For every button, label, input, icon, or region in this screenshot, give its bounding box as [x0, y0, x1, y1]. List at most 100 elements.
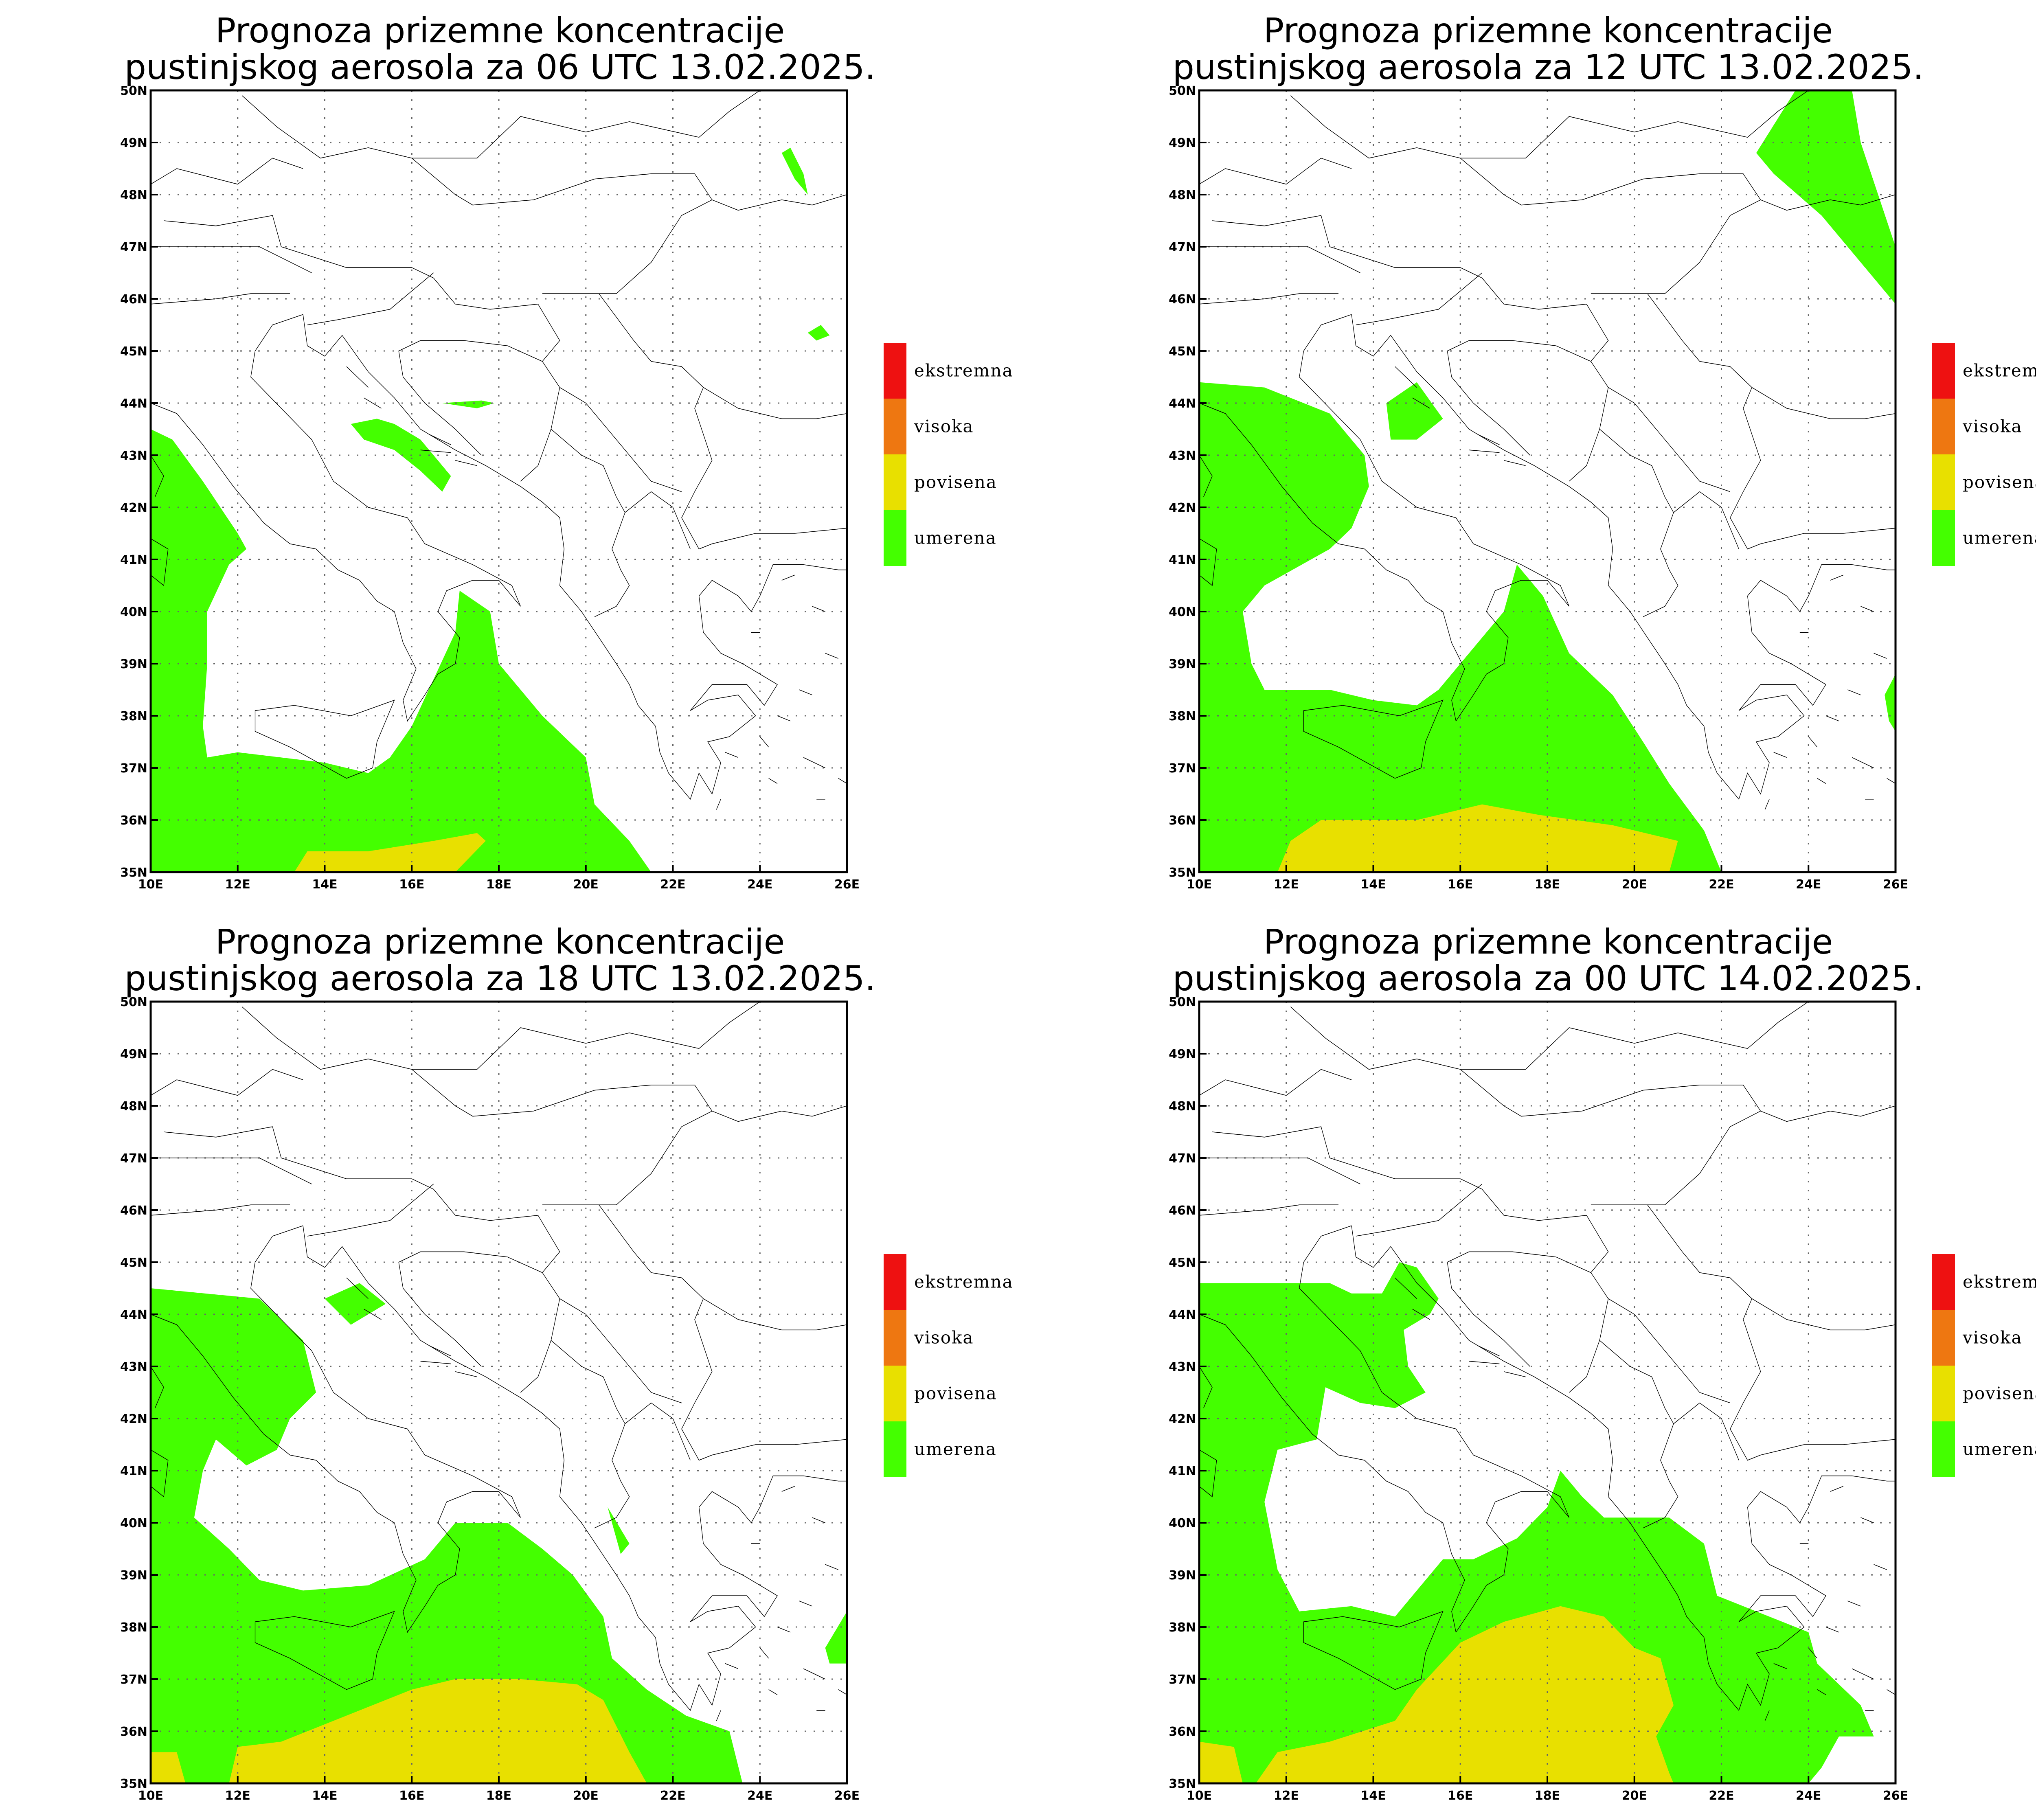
lon-tick-label: 12E [225, 877, 250, 892]
lon-tick-label: 22E [1709, 1789, 1734, 1803]
aerosol-region-umerena [825, 1611, 847, 1664]
lat-tick-label: 42N [120, 501, 147, 515]
map-panel: Prognoza prizemne koncentracijepustinjsk… [120, 11, 1014, 892]
legend-swatch-ekstremna [1932, 343, 1955, 399]
aerosol-region-povisena [151, 1752, 186, 1783]
lat-tick-label: 45N [1169, 344, 1196, 359]
legend-label-umerena: umerena [1963, 1439, 2036, 1459]
lon-tick-label: 26E [834, 1789, 860, 1803]
legend-swatch-visoka [1932, 399, 1955, 454]
lat-tick-label: 46N [1169, 292, 1196, 307]
lat-tick-label: 44N [1169, 397, 1196, 411]
lat-tick-label: 43N [120, 449, 147, 463]
lat-tick-label: 43N [1169, 449, 1196, 463]
map-area [1199, 1002, 1896, 1783]
lat-tick-label: 50N [120, 995, 147, 1009]
lon-tick-label: 20E [573, 877, 599, 892]
lat-tick-label: 40N [1169, 1516, 1196, 1531]
lat-tick-label: 35N [1169, 1777, 1196, 1791]
lat-tick-label: 39N [1169, 1568, 1196, 1583]
lon-tick-label: 20E [573, 1789, 599, 1803]
lon-tick-label: 24E [1796, 877, 1821, 892]
lat-tick-label: 47N [1169, 240, 1196, 254]
aerosol-region-povisena [1255, 1606, 1674, 1783]
lon-tick-label: 16E [1448, 877, 1473, 892]
lat-tick-label: 47N [1169, 1151, 1196, 1166]
aerosol-region-umerena [325, 1283, 386, 1325]
map-panel: Prognoza prizemne koncentracijepustinjsk… [120, 922, 1013, 1803]
lon-tick-label: 26E [1883, 877, 1908, 892]
lat-tick-label: 50N [1169, 995, 1196, 1009]
legend-swatch-povisena [1932, 1366, 1955, 1421]
lon-tick-label: 16E [399, 1789, 424, 1803]
lon-tick-label: 24E [1796, 1789, 1821, 1803]
aerosol-region-umerena [151, 1288, 743, 1783]
lat-tick-label: 49N [120, 136, 147, 150]
lon-tick-label: 10E [1187, 877, 1212, 892]
panel-title-line1: Prognoza prizemne koncentracije [215, 922, 785, 962]
map-area [151, 1002, 847, 1783]
panel-title-line2: pustinjskog aerosola za 18 UTC 13.02.202… [125, 958, 876, 998]
panel-title-line1: Prognoza prizemne koncentracije [1264, 11, 1833, 50]
lat-tick-label: 49N [120, 1047, 147, 1061]
lon-tick-label: 20E [1622, 877, 1647, 892]
legend-label-visoka: visoka [914, 1328, 974, 1348]
panel-title-line2: pustinjskog aerosola za 00 UTC 14.02.202… [1173, 958, 1924, 998]
legend-label-povisena: povisena [1963, 472, 2036, 492]
lat-tick-label: 44N [120, 397, 147, 411]
legend-swatch-ekstremna [884, 1254, 906, 1310]
legend-swatch-visoka [1932, 1310, 1955, 1366]
lon-tick-label: 22E [660, 877, 685, 892]
lat-tick-label: 47N [120, 1151, 147, 1166]
lat-tick-label: 43N [120, 1360, 147, 1374]
lat-tick-label: 45N [1169, 1256, 1196, 1270]
lon-tick-label: 22E [1709, 877, 1734, 892]
lat-tick-label: 39N [1169, 657, 1196, 671]
lat-tick-label: 46N [1169, 1204, 1196, 1218]
lat-tick-label: 45N [120, 1256, 147, 1270]
aerosol-region-umerena [781, 147, 808, 195]
lat-tick-label: 39N [120, 1568, 147, 1583]
legend-label-ekstremna: ekstremna [1963, 361, 2036, 381]
legend-swatch-ekstremna [1932, 1254, 1955, 1310]
lon-tick-label: 22E [660, 1789, 685, 1803]
legend-swatch-povisena [884, 454, 906, 510]
map-panel: Prognoza prizemne koncentracijepustinjsk… [1169, 11, 2036, 892]
legend-swatch-ekstremna [884, 343, 906, 399]
lon-tick-label: 18E [486, 877, 511, 892]
lat-tick-label: 35N [120, 1777, 147, 1791]
lat-tick-label: 48N [120, 1099, 147, 1114]
legend-label-umerena: umerena [914, 528, 997, 548]
lat-tick-label: 35N [120, 866, 147, 880]
legend: ekstremna visoka povisena umerena [884, 343, 1014, 566]
lat-tick-label: 35N [1169, 866, 1196, 880]
lat-tick-label: 41N [1169, 1464, 1196, 1478]
lat-tick-label: 49N [1169, 1047, 1196, 1061]
lon-tick-label: 26E [1883, 1789, 1908, 1803]
lon-tick-label: 26E [834, 877, 860, 892]
legend: ekstremna visoka povisena umerena [884, 1254, 1013, 1477]
lat-tick-label: 36N [1169, 1725, 1196, 1739]
lat-tick-label: 46N [120, 1204, 147, 1218]
legend-label-povisena: povisena [914, 472, 997, 492]
lon-tick-label: 12E [225, 1789, 250, 1803]
map-area [151, 90, 847, 872]
aerosol-region-umerena [1199, 382, 1722, 872]
aerosol-region-umerena [807, 325, 830, 341]
legend-label-umerena: umerena [1963, 528, 2036, 548]
lat-tick-label: 38N [120, 709, 147, 724]
lon-tick-label: 18E [1535, 1789, 1560, 1803]
lat-tick-label: 46N [120, 292, 147, 307]
aerosol-region-umerena [1199, 1262, 1874, 1783]
legend-swatch-visoka [884, 399, 906, 454]
aerosol-region-umerena [1756, 90, 1896, 304]
legend-swatch-umerena [1932, 1421, 1955, 1477]
lat-tick-label: 41N [1169, 553, 1196, 567]
legend-label-visoka: visoka [1962, 417, 2023, 436]
panel-title-line2: pustinjskog aerosola za 06 UTC 13.02.202… [125, 47, 876, 87]
legend-label-ekstremna: ekstremna [914, 361, 1014, 381]
lat-tick-label: 42N [1169, 501, 1196, 515]
lon-tick-label: 14E [1360, 1789, 1386, 1803]
lat-tick-label: 44N [1169, 1308, 1196, 1322]
